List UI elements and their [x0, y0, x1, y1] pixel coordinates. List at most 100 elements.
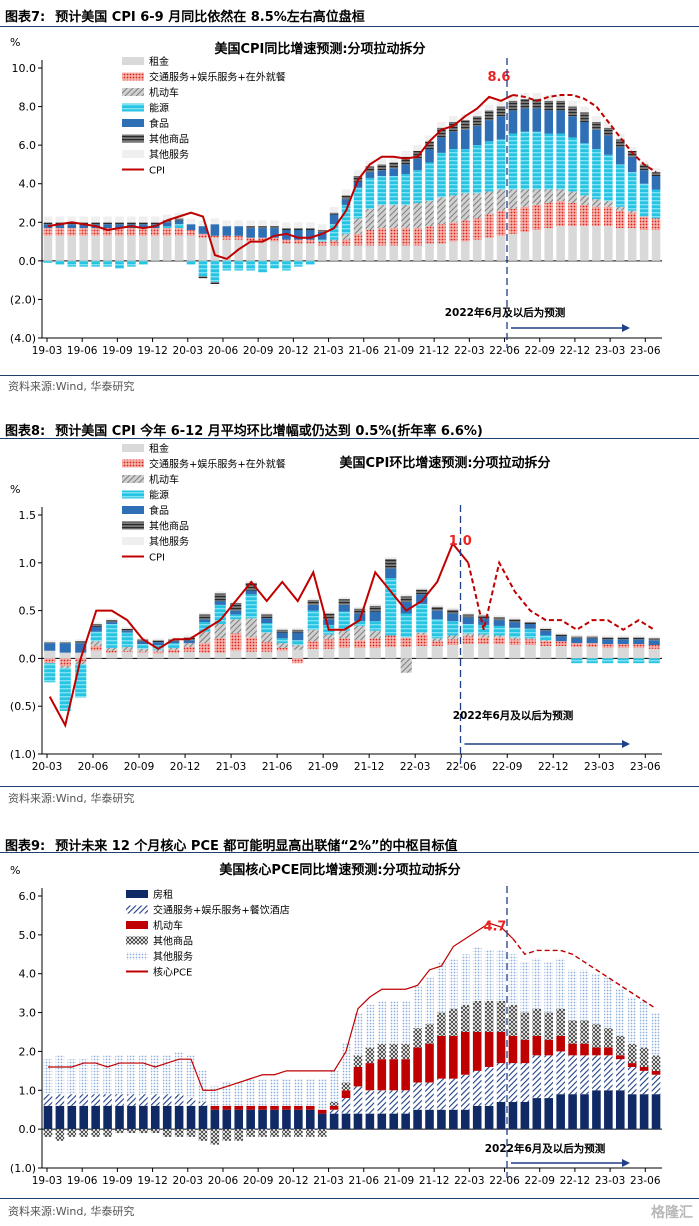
bar-segment: [245, 594, 257, 619]
figure-8-bottom-rule: [0, 786, 699, 787]
bar-segment: [478, 637, 490, 645]
bar-segment: [222, 1105, 232, 1110]
y-unit-label: %: [10, 483, 20, 496]
bar-segment: [234, 260, 244, 271]
bar-segment: [520, 108, 530, 132]
bar-segment: [627, 172, 637, 211]
bar-segment: [472, 125, 482, 146]
bar-segment: [365, 1063, 375, 1091]
bar-segment: [425, 1082, 434, 1110]
bar-segment: [305, 1109, 315, 1130]
bar-segment: [484, 1000, 494, 1032]
bar-segment: [509, 622, 521, 628]
bar-segment: [520, 206, 530, 232]
bar-segment: [210, 224, 220, 236]
bar-segment: [555, 636, 567, 642]
bar-segment: [493, 644, 505, 659]
bar-segment: [329, 224, 339, 240]
bar-segment: [615, 164, 625, 207]
bar-segment: [651, 176, 661, 190]
bar-segment: [377, 204, 387, 229]
bar-segment: [472, 1000, 482, 1032]
bar-segment: [508, 1035, 518, 1064]
bar-segment: [556, 95, 565, 101]
bar-segment: [152, 638, 164, 641]
bar-segment: [385, 646, 397, 659]
bar-segment: [261, 651, 273, 659]
bar-segment: [556, 133, 565, 190]
legend-label: 能源: [149, 489, 169, 502]
x-tick-label: 19-03: [32, 345, 63, 357]
bar-segment: [199, 643, 211, 653]
bar-segment: [210, 235, 220, 238]
bar-segment: [449, 195, 458, 223]
bar-segment: [544, 110, 554, 134]
bar-segment: [67, 1094, 77, 1106]
bar-segment: [341, 1043, 351, 1083]
bar-segment: [246, 1078, 255, 1106]
bar-segment: [294, 239, 303, 244]
bar-segment: [508, 208, 518, 234]
bar-segment: [544, 1098, 554, 1130]
bar-segment: [198, 233, 208, 238]
bar-segment: [484, 110, 494, 121]
bar-segment: [55, 260, 65, 265]
x-tick-label: 20-09: [243, 345, 274, 357]
bar-segment: [449, 1035, 458, 1079]
bar-segment: [230, 610, 242, 615]
bar-segment: [214, 652, 226, 659]
bar-segment: [152, 653, 164, 659]
bar-segment: [508, 100, 518, 111]
bar-segment: [401, 1059, 410, 1091]
bar-segment: [615, 1055, 625, 1060]
bar-segment: [329, 1113, 339, 1130]
x-tick-label: 21-09: [308, 761, 339, 773]
y-tick-label: 8.0: [19, 101, 37, 114]
bar-segment: [329, 1070, 339, 1102]
bar-segment: [294, 222, 303, 229]
bar-segment: [389, 1043, 399, 1060]
bar-segment: [214, 591, 226, 594]
bar-segment: [462, 623, 474, 634]
bar-segment: [174, 220, 184, 225]
bar-segment: [389, 156, 399, 163]
x-tick-label: 19-12: [137, 1175, 168, 1187]
bar-segment: [509, 619, 521, 623]
bar-segment: [121, 650, 133, 652]
bar-segment: [568, 106, 577, 117]
bar-segment: [478, 644, 490, 659]
bar-segment: [377, 158, 387, 165]
bar-segment: [139, 228, 148, 236]
bar-segment: [484, 1066, 494, 1106]
bar-segment: [106, 622, 118, 624]
bar-segment: [222, 1082, 232, 1106]
bar-segment: [389, 204, 399, 229]
bar-segment: [413, 985, 422, 1029]
bar-segment: [353, 1113, 363, 1130]
x-tick-label: 21-09: [384, 345, 415, 357]
bar-segment: [55, 1129, 65, 1141]
bar-segment: [462, 644, 474, 659]
legend-label: 其他商品: [149, 133, 189, 146]
bar-segment: [478, 634, 490, 638]
bar-segment: [460, 1074, 470, 1110]
bar-segment: [437, 1012, 446, 1036]
bar-segment: [365, 230, 375, 246]
bar-segment: [580, 969, 589, 1021]
bar-segment: [472, 110, 482, 117]
legend-label: 食品: [149, 504, 169, 517]
bar-segment: [152, 651, 164, 654]
legend-label: 租金: [149, 55, 169, 68]
bar-segment: [389, 176, 399, 205]
series-line-actual: [47, 922, 514, 1091]
bar-segment: [602, 647, 614, 659]
bar-segment: [55, 228, 65, 236]
figure-7-label: 图表7:: [5, 10, 46, 25]
bar-segment: [369, 605, 381, 612]
bar-segment: [493, 620, 505, 626]
forecast-note: 2022年6月及以后为预测: [445, 306, 566, 319]
bar-segment: [508, 189, 518, 209]
legend-label: 交通服务+娱乐服务+餐饮酒店: [153, 904, 290, 917]
bar-segment: [484, 214, 494, 238]
bar-segment: [437, 122, 446, 128]
